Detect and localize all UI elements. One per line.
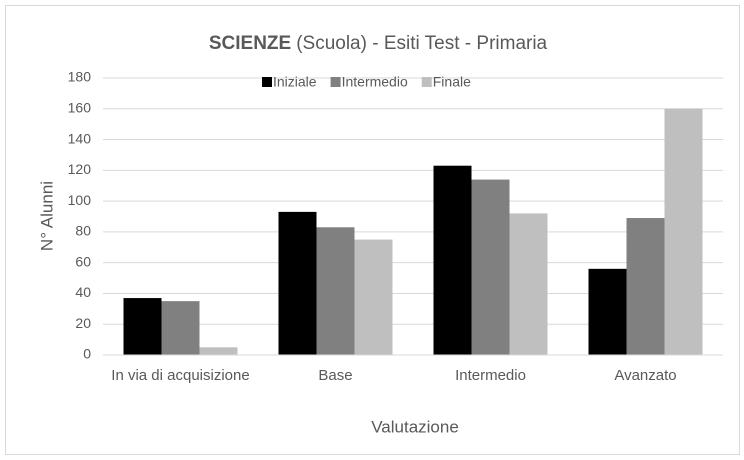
- y-tick-label: 20: [75, 315, 91, 331]
- bar: [664, 108, 703, 356]
- chart-title-bold: SCIENZE: [209, 33, 291, 54]
- x-tick-label: In via di acquisizione: [111, 367, 250, 384]
- y-tick-label: 0: [83, 346, 91, 362]
- bar: [433, 165, 472, 355]
- chart-title-rest: (Scuola) - Esiti Test - Primaria: [296, 33, 547, 54]
- chart-frame: [5, 5, 740, 455]
- x-tick-label: Intermedio: [455, 367, 526, 384]
- legend-swatch: [262, 77, 272, 87]
- y-tick-label: 180: [68, 69, 92, 85]
- bar: [278, 211, 317, 355]
- legend-label: Finale: [433, 74, 471, 90]
- y-tick-label: 120: [68, 161, 92, 177]
- legend-swatch: [421, 77, 432, 87]
- y-tick-label: 80: [75, 223, 91, 239]
- legend-label: Intermedio: [342, 74, 408, 90]
- y-tick-label: 140: [68, 130, 92, 146]
- legend-label: Iniziale: [273, 74, 317, 90]
- x-tick-label: Base: [318, 367, 353, 384]
- bar: [316, 227, 355, 355]
- bar: [626, 218, 665, 355]
- bar: [471, 179, 510, 355]
- y-tick-label: 60: [75, 253, 91, 269]
- x-axis-title: Valutazione: [371, 417, 459, 436]
- bar: [588, 268, 627, 355]
- legend-swatch: [330, 77, 341, 87]
- bar: [199, 347, 238, 355]
- bar: [509, 213, 548, 355]
- bar: [123, 298, 162, 355]
- bar: [161, 301, 200, 355]
- bar: [354, 239, 393, 355]
- y-tick-label: 40: [75, 284, 91, 300]
- y-axis-title: N° Alunni: [37, 181, 56, 251]
- y-tick-label: 100: [68, 192, 92, 208]
- chart-title: SCIENZE (Scuola) - Esiti Test - Primaria: [209, 33, 548, 54]
- y-tick-label: 160: [68, 99, 92, 115]
- x-tick-label: Avanzato: [614, 367, 677, 384]
